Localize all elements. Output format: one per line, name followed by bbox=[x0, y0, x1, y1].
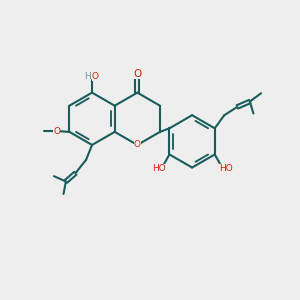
Text: O: O bbox=[133, 69, 142, 79]
Text: O: O bbox=[92, 72, 98, 81]
Text: O: O bbox=[134, 140, 141, 149]
Text: H: H bbox=[85, 72, 91, 81]
Text: O: O bbox=[53, 127, 60, 136]
Text: HO: HO bbox=[219, 164, 232, 172]
Text: HO: HO bbox=[152, 164, 166, 172]
